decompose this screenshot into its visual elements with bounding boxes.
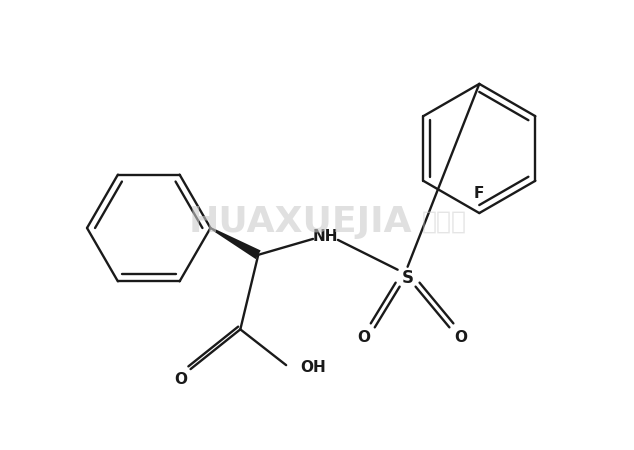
Text: NH: NH	[312, 230, 338, 244]
Text: HUAXUEJIA: HUAXUEJIA	[188, 205, 412, 239]
Text: 价格物: 价格物	[422, 210, 467, 234]
Text: OH: OH	[300, 360, 326, 374]
Text: F: F	[474, 186, 484, 201]
Polygon shape	[210, 227, 261, 259]
Text: O: O	[454, 330, 467, 345]
Text: O: O	[358, 330, 370, 345]
Text: O: O	[174, 372, 187, 387]
Text: S: S	[401, 269, 413, 287]
